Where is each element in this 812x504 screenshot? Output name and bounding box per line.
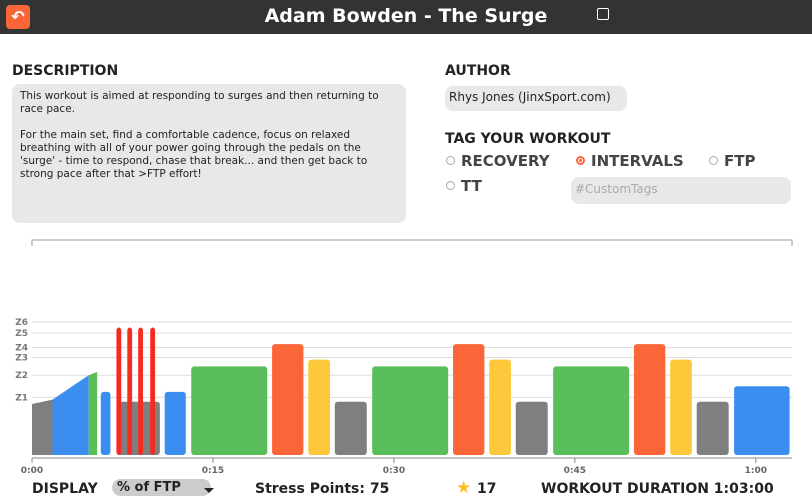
workout-block [515,401,548,455]
x-tick-label: 1:00 [745,466,767,476]
description-text: For the main set, find a comfortable cad… [20,129,368,180]
workout-block [308,359,330,455]
ramp-block [88,371,98,455]
zone-label: Z6 [15,318,28,328]
workout-block [453,344,485,455]
tag-label: FTP [724,152,756,170]
x-tick-label: 0:15 [202,466,224,476]
workout-block [670,359,692,455]
workout-block [334,401,367,455]
tag-option[interactable]: TT [446,177,482,195]
workout-block [150,327,156,455]
description-box[interactable]: This workout is aimed at responding to s… [12,84,406,223]
workout-block [127,327,133,455]
custom-tags-input[interactable]: #CustomTags [571,177,791,204]
zone-label: Z3 [15,353,28,363]
workout-block [489,359,511,455]
header-bar [0,0,812,34]
workout-block [164,391,186,455]
zone-label: Z4 [15,343,28,353]
display-dropdown[interactable]: % of FTP [112,479,211,496]
workout-block [734,386,790,455]
author-field[interactable]: Rhys Jones (JinxSport.com) [445,86,627,111]
workout-duration: WORKOUT DURATION 1:03:00 [541,481,774,497]
display-label: DISPLAY [32,481,98,497]
star-icon: ★ [456,478,472,498]
star-count: 17 [477,481,497,497]
workout-block [191,366,268,455]
description-heading: DESCRIPTION [12,63,119,79]
workout-block [633,344,666,455]
description-text: This workout is aimed at responding to s… [20,90,379,115]
workout-block [116,327,122,455]
zone-label: Z5 [15,329,28,339]
tags-heading: TAG YOUR WORKOUT [445,131,611,147]
workout-block [272,344,304,455]
tag-label: RECOVERY [461,152,550,170]
x-tick-label: 0:00 [21,466,43,476]
tag-option[interactable]: FTP [709,152,755,170]
ramp-block [52,375,89,455]
dropdown-arrow [204,488,214,498]
stress-points: Stress Points: 75 [255,481,390,497]
edit-icon[interactable] [597,8,609,20]
zone-label: Z1 [15,393,28,403]
zone-label: Z2 [15,371,28,381]
workout-block [696,401,729,455]
workout-block [138,327,143,455]
x-tick-label: 0:45 [564,466,586,476]
x-tick-label: 0:30 [383,466,405,476]
workout-block [553,366,630,455]
tag-label: TT [461,177,482,195]
tag-label: INTERVALS [591,152,684,170]
chart-frame [31,239,793,246]
author-heading: AUTHOR [445,63,511,79]
tag-option[interactable]: RECOVERY [446,152,550,170]
workout-title: Adam Bowden - The Surge [264,5,548,27]
workout-block [372,366,449,455]
workout-block [100,391,111,455]
tag-option[interactable]: INTERVALS [576,152,684,170]
back-button[interactable]: ↶ [6,5,30,29]
ramp-block [32,399,53,455]
